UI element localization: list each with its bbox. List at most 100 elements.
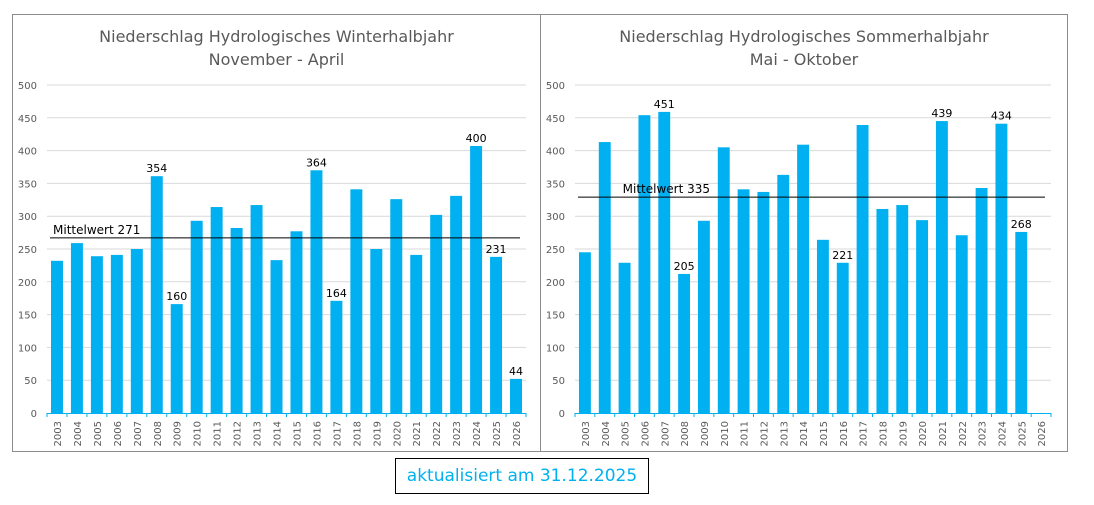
data-label: 160 [166,290,187,303]
x-tick-label: 2009 [700,421,711,446]
y-tick-label: 300 [18,212,37,223]
data-label: 231 [486,243,507,256]
chart-summer: Niederschlag Hydrologisches Sommerhalbja… [540,14,1068,452]
bar-2025 [490,256,503,413]
x-tick-label: 2023 [978,421,989,446]
bar-2010 [717,147,730,413]
bar-2008 [150,176,163,413]
data-label: 221 [832,249,853,262]
x-tick-label: 2017 [332,421,343,446]
bar-2006 [110,254,123,413]
y-tick-label: 300 [546,212,565,223]
x-tick-label: 2007 [660,421,671,446]
data-label: 434 [991,110,1012,123]
y-tick-label: 200 [546,278,565,289]
y-tick-label: 0 [31,409,37,420]
x-tick-label: 2008 [680,421,691,446]
x-tick-label: 2004 [601,421,612,446]
x-tick-label: 2003 [53,421,64,446]
bar-2022 [955,235,968,413]
x-tick-label: 2017 [859,421,870,446]
chart-plot-winter: 0 50 100 150 200 250 300 350 400 450 500 2003 2004 20… [18,81,527,446]
bar-2012 [757,191,770,413]
bar-2016 [836,262,849,413]
x-tick-label: 2016 [839,421,850,446]
y-tick-label: 450 [546,114,565,125]
bar-2011 [210,207,223,413]
y-tick-label: 150 [546,311,565,322]
bar-2011 [737,189,750,413]
x-tick-label: 2015 [292,421,303,446]
x-tick-label: 2012 [759,421,770,446]
bar-2019 [370,249,383,413]
x-tick-label: 2011 [213,421,224,446]
y-tick-label: 250 [18,245,37,256]
bar-2020 [390,199,403,413]
x-tick-label: 2019 [898,421,909,446]
y-tick-label: 500 [546,81,565,92]
x-tick-label: 2006 [113,421,124,446]
y-tick-label: 350 [546,179,565,190]
x-tick-label: 2021 [412,421,423,446]
bar-2015 [816,239,829,413]
y-tick-label: 400 [546,147,565,158]
x-tick-label: 2020 [392,421,403,446]
chart-title-main: Niederschlag Hydrologisches Sommerhalbja… [619,27,989,46]
x-tick-label: 2013 [253,421,264,446]
bar-2006 [638,115,651,414]
x-tick-label: 2010 [720,421,731,446]
x-tick-label: 2024 [472,421,483,446]
bar-2017 [856,125,869,414]
x-tick-label: 2004 [73,421,84,446]
chart-subtitle: November - April [208,50,345,69]
bar-2017 [330,300,343,413]
x-tick-label: 2014 [799,421,810,446]
x-tick-label: 2023 [452,421,463,446]
y-tick-label: 0 [559,409,565,420]
x-tick-label: 2022 [958,421,969,446]
x-tick-label: 2003 [581,421,592,446]
data-label: 451 [654,98,675,111]
bar-2014 [270,260,283,413]
data-label: 268 [1011,218,1032,231]
bar-2010 [190,220,203,413]
mean-label: Mittelwert 271 [53,223,140,237]
bar-2023 [975,187,988,413]
bar-2003 [50,260,63,413]
x-tick-label: 2011 [740,421,751,446]
bar-2005 [90,256,103,413]
mean-label: Mittelwert 335 [623,182,710,196]
chart-winter: Niederschlag Hydrologisches Winterhalbja… [12,14,541,452]
data-label: 354 [146,162,167,175]
chart-plot-summer: 0 50 100 150 200 250 300 350 400 450 500 2003 2004 20… [546,81,1052,446]
bar-2004 [598,142,611,413]
x-tick-label: 2024 [997,421,1008,446]
x-tick-label: 2018 [878,421,889,446]
x-tick-label: 2006 [640,421,651,446]
bar-2022 [430,214,443,413]
data-label: 400 [466,132,487,145]
bar-2013 [777,174,790,413]
x-tick-label: 2025 [1017,421,1028,446]
update-note-box: aktualisiert am 31.12.2025 [395,458,649,494]
x-tick-label: 2026 [512,421,523,446]
data-label: 44 [509,365,523,378]
bar-2024 [995,123,1008,413]
bar-2014 [797,144,810,414]
bar-2009 [697,220,710,413]
x-tick-label: 2021 [938,421,949,446]
chart-title: Niederschlag Hydrologisches Winterhalbja… [13,25,540,71]
y-tick-label: 150 [18,311,37,322]
data-label: 164 [326,287,347,300]
bar-2020 [916,220,929,413]
y-tick-label: 100 [546,343,565,354]
x-tick-label: 2013 [779,421,790,446]
y-tick-label: 250 [546,245,565,256]
bar-2005 [618,262,631,413]
y-tick-label: 350 [18,179,37,190]
bar-2009 [170,304,183,413]
bar-2015 [290,231,303,413]
bar-2018 [876,208,889,413]
bar-2007 [130,249,143,413]
bar-2012 [230,228,243,413]
